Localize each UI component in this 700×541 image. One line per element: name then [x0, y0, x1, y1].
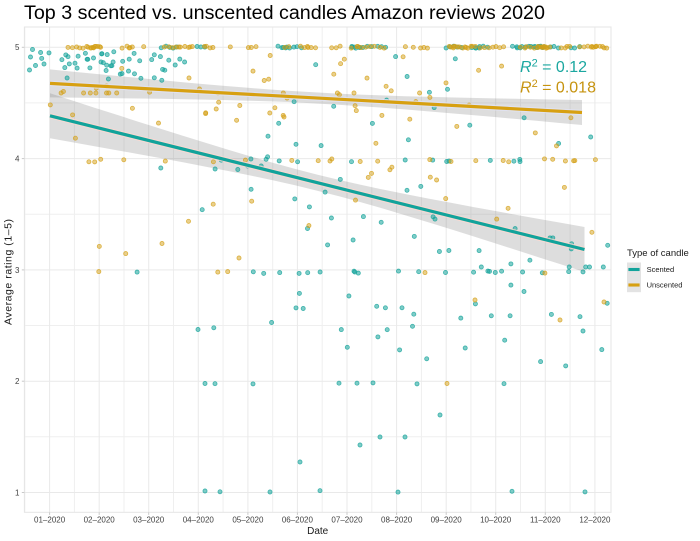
svg-text:07–2020: 07–2020	[331, 516, 363, 525]
svg-text:05–2020: 05–2020	[232, 516, 264, 525]
svg-text:Scented: Scented	[647, 265, 675, 274]
svg-text:06–2020: 06–2020	[282, 516, 314, 525]
svg-text:02–2020: 02–2020	[84, 516, 116, 525]
svg-text:Unscented: Unscented	[647, 281, 683, 290]
svg-text:4: 4	[15, 155, 20, 164]
svg-text:R2 = 0.018: R2 = 0.018	[520, 78, 596, 97]
svg-text:04–2020: 04–2020	[183, 516, 215, 525]
svg-text:R2 = 0.12: R2 = 0.12	[520, 57, 587, 76]
svg-text:09–2020: 09–2020	[431, 516, 463, 525]
svg-text:03–2020: 03–2020	[133, 516, 165, 525]
svg-text:11–2020: 11–2020	[530, 516, 561, 525]
svg-text:Type of candle: Type of candle	[627, 248, 689, 259]
svg-text:10–2020: 10–2020	[480, 516, 512, 525]
svg-text:08–2020: 08–2020	[381, 516, 413, 525]
svg-text:1: 1	[15, 488, 20, 497]
svg-text:Top 3 scented vs. unscented ca: Top 3 scented vs. unscented candles Amaz…	[24, 2, 545, 24]
svg-text:12–2020: 12–2020	[579, 516, 611, 525]
svg-text:Date: Date	[307, 526, 329, 537]
svg-text:3: 3	[15, 266, 20, 275]
svg-text:Average rating (1–5): Average rating (1–5)	[3, 218, 15, 325]
svg-text:5: 5	[15, 43, 20, 52]
svg-text:2: 2	[15, 377, 20, 386]
svg-text:01–2020: 01–2020	[34, 516, 66, 525]
